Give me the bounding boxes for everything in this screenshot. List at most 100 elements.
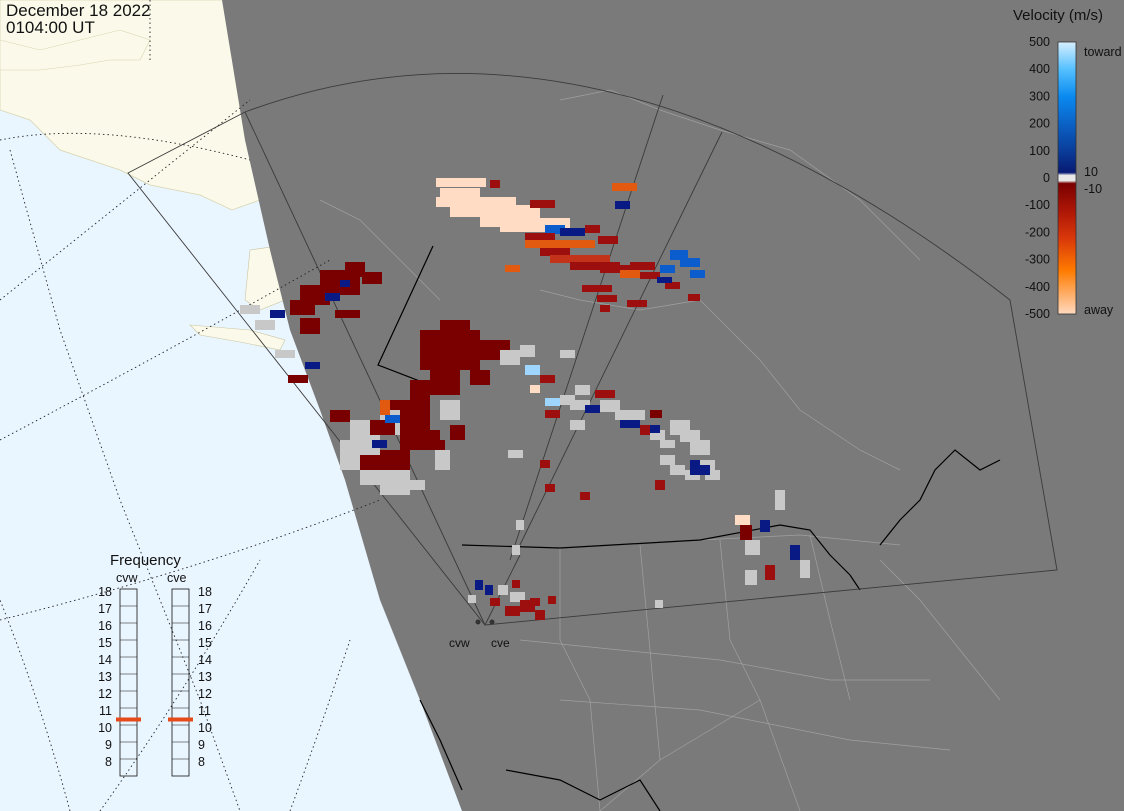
lat-lon-grid <box>0 0 381 811</box>
scatter-cell <box>740 525 752 540</box>
scatter-cell <box>598 236 618 244</box>
scatter-cell <box>540 375 555 383</box>
scatter-cell <box>430 365 460 395</box>
scatter-cell <box>360 455 380 470</box>
date-label: December 18 2022 <box>6 1 151 20</box>
colorbar-title: Velocity (m/s) <box>1013 7 1103 24</box>
frequency-scale-label-right: 14 <box>198 653 212 667</box>
scatter-cell <box>300 318 320 334</box>
scatter-cell <box>430 440 445 450</box>
scatter-cell <box>275 350 295 358</box>
scatter-cell <box>665 282 680 289</box>
scatter-cell <box>380 400 390 415</box>
scatter-cell <box>530 200 555 208</box>
scatter-cell <box>680 430 700 442</box>
frequency-scale-label-left: 12 <box>98 687 112 701</box>
frequency-scale-label-left: 16 <box>98 619 112 633</box>
scatter-cell <box>700 465 710 475</box>
colorbar-tick-label: 400 <box>1029 62 1050 76</box>
scatter-cell <box>575 385 590 395</box>
frequency-scale-label-right: 17 <box>198 602 212 616</box>
scatter-cell <box>570 262 620 270</box>
colorbar-away-label: away <box>1084 303 1114 317</box>
frequency-scale-label-right: 9 <box>198 738 205 752</box>
scatter-cell <box>530 385 540 393</box>
scatter-cell <box>490 598 500 606</box>
frequency-scale-label-left: 10 <box>98 721 112 735</box>
scatter-cell <box>655 480 665 490</box>
scatter-cell <box>560 350 575 358</box>
frequency-scale-label-left: 14 <box>98 653 112 667</box>
scatter-cell <box>545 398 560 406</box>
scatter-cell <box>690 440 710 455</box>
scatter-cell <box>325 293 340 301</box>
scatter-cell <box>385 415 400 423</box>
scatter-cell <box>335 310 360 318</box>
province-boundaries <box>319 89 1001 811</box>
scatter-cell <box>475 580 483 590</box>
site-marker-cvw <box>475 619 481 625</box>
frequency-radar-label-cvw: cvw <box>116 571 139 585</box>
scatter-cell <box>240 305 260 314</box>
scatter-cell <box>615 410 630 420</box>
frequency-scale-label-left: 13 <box>98 670 112 684</box>
time-label: 0104:00 UT <box>6 18 95 37</box>
scatter-cell <box>410 480 425 490</box>
frequency-scale-label-left: 11 <box>99 704 112 718</box>
scatter-cell <box>516 520 524 530</box>
site-label-cve: cve <box>491 636 510 650</box>
colorbar-plus10-label: 10 <box>1084 165 1098 179</box>
scatter-cell <box>657 277 672 283</box>
scatter-cell <box>490 180 500 188</box>
scatter-cell <box>380 450 410 470</box>
scatter-cell <box>595 390 615 398</box>
frequency-scale-label-right: 11 <box>198 704 211 718</box>
scatter-cell <box>570 420 585 430</box>
scatter-cell <box>440 400 460 420</box>
scatter-cell <box>630 410 645 420</box>
frequency-scale-label-right: 10 <box>198 721 212 735</box>
scatter-cell <box>612 183 637 191</box>
scatter-cell <box>600 400 620 412</box>
scatter-cell <box>627 300 647 307</box>
alaska-coast <box>0 29 151 71</box>
colorbar-toward-label: toward <box>1084 45 1122 59</box>
scatter-cell <box>600 305 610 312</box>
colorbar-tick-label: -100 <box>1025 198 1050 212</box>
scatter-cell <box>620 270 640 278</box>
scatter-cell <box>640 425 655 435</box>
scatter-cell <box>660 265 675 273</box>
colorbar-tick-label: -500 <box>1025 307 1050 321</box>
scatter-cell <box>745 570 757 585</box>
scatter-cell <box>550 255 610 263</box>
scatter-cell <box>505 606 520 616</box>
scatter-cell <box>255 320 275 330</box>
scatter-cell <box>570 400 590 410</box>
scatter-cell <box>670 250 688 260</box>
velocity-colorbar: Velocity (m/s) <box>1013 7 1122 321</box>
scatter-cell <box>545 410 560 418</box>
scatter-cell <box>660 455 675 465</box>
scatter-cell <box>290 300 315 315</box>
scatter-cell <box>600 265 630 273</box>
scatter-cell <box>585 225 600 233</box>
scatter-cell <box>436 197 516 207</box>
scatter-cell <box>500 350 520 365</box>
frequency-scale-label-right: 12 <box>198 687 212 701</box>
scatter-cells <box>240 178 810 620</box>
scatter-cell <box>485 585 493 595</box>
scatter-cell <box>470 370 490 385</box>
colorbar-tick-label: 100 <box>1029 144 1050 158</box>
scatter-cell <box>545 225 565 234</box>
frequency-scale-label-right: 18 <box>198 585 212 599</box>
colorbar-tick-label: 200 <box>1029 117 1050 131</box>
scatter-cell <box>597 295 617 302</box>
frequency-scale-label-right: 16 <box>198 619 212 633</box>
scatter-cell <box>440 320 470 340</box>
scatter-cell <box>530 598 540 606</box>
colorbar-gradient <box>1057 41 1077 315</box>
scatter-cell <box>705 470 720 480</box>
scatter-cell <box>688 294 700 301</box>
scatter-cell <box>790 545 800 560</box>
scatter-cell <box>690 460 700 475</box>
